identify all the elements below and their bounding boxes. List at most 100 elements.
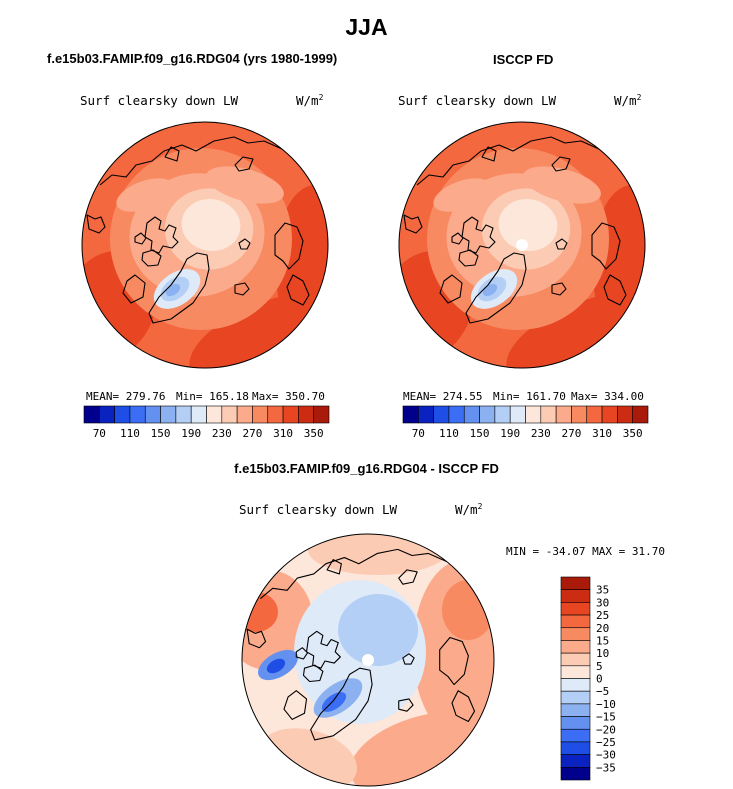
diff-coastline (302, 664, 324, 683)
obs-coastline (416, 136, 600, 186)
obs-coastline (439, 274, 463, 304)
diff-colorbar-tick-label: −30 (596, 749, 616, 762)
diff-variable-label: Surf clearsky down LW (239, 502, 398, 517)
obs-colorbar-tick-label: 150 (470, 427, 490, 440)
diff-units-label: W/m2 (455, 502, 483, 518)
diff-colorbar-tick-label: −10 (596, 698, 616, 711)
obs-map-boundary (398, 121, 646, 369)
model-colorbar-swatch (190, 405, 207, 424)
model-colorbar-tick-label: 150 (151, 427, 171, 440)
obs-colorbar-swatch (601, 405, 618, 424)
obs-polar-map (399, 122, 645, 368)
model-band-270 (206, 166, 284, 204)
model-panel-title: f.e15b03.FAMIP.f09_g16.RDG04 (yrs 1980-1… (47, 51, 338, 66)
model-colorbar-tick-label: 270 (243, 427, 263, 440)
diff-coastline (305, 630, 341, 669)
diff-colorbar-swatch (560, 627, 591, 641)
model-coastline (238, 238, 251, 250)
obs-band-270 (433, 178, 491, 212)
model-colorbar-swatch (236, 405, 253, 424)
obs-band-230 (498, 199, 558, 251)
model-colorbar-swatch (313, 405, 330, 424)
obs-coastline (458, 249, 479, 267)
model-colorbar: 70 110 150 190 230 270 310 350 (83, 405, 330, 440)
model-colorbar-swatch (83, 405, 100, 424)
diff-colorbar-swatch (560, 652, 591, 667)
obs-coastline (481, 146, 497, 162)
obs-coastline (603, 274, 627, 306)
obs-coastline (465, 252, 527, 324)
model-colorbar-swatch (252, 405, 269, 424)
diff-band-neg10-neg5 (338, 594, 418, 666)
obs-coastline (403, 214, 423, 234)
obs-colorbar-swatch (448, 405, 465, 424)
model-colorbar-swatch (298, 405, 314, 424)
diff-colorbar-tick-label: 35 (596, 584, 609, 597)
diff-colorbar-swatch (560, 728, 591, 743)
obs-colorbar-swatch (632, 405, 649, 424)
model-polar-map (82, 122, 328, 368)
diff-coastline (260, 548, 448, 599)
obs-colorbar-tick-label: 190 (500, 427, 520, 440)
model-colorbar-swatch (160, 405, 177, 424)
model-colorbar-tick-label: 70 (93, 427, 106, 440)
obs-pole-missing (516, 239, 528, 251)
diff-colorbar-tick-label: 20 (596, 622, 609, 635)
model-colorbar-swatch (282, 405, 299, 424)
diff-minmax-label: MIN = -34.07 MAX = 31.70 (506, 545, 665, 558)
page-title: JJA (345, 14, 388, 40)
diff-colorbar-swatch (560, 589, 591, 603)
model-colorbar-swatch (114, 405, 131, 424)
model-variable-label: Surf clearsky down LW (80, 93, 239, 108)
model-coastline (99, 136, 283, 186)
obs-coastline (461, 216, 496, 254)
diff-colorbar-swatch (560, 754, 591, 768)
obs-mean-stat: MEAN= 274.55 (403, 390, 483, 403)
model-band-270 (116, 178, 174, 212)
diff-colorbar-swatch (560, 614, 591, 629)
diff-colorbar-tick-label: −25 (596, 736, 616, 749)
obs-colorbar-tick-label: 70 (412, 427, 425, 440)
obs-variable-label: Surf clearsky down LW (398, 93, 557, 108)
obs-colorbar-swatch (555, 405, 572, 424)
diff-band-15-20 (442, 580, 494, 640)
diff-colorbar-swatch (560, 678, 591, 692)
obs-colorbar-swatch (525, 405, 542, 424)
obs-colorbar-swatch (463, 405, 480, 424)
model-colorbar-tick-label: 110 (120, 427, 140, 440)
model-map-boundary (81, 121, 329, 369)
diff-colorbar-tick-label: 10 (596, 647, 609, 660)
model-coastline (134, 232, 147, 245)
obs-colorbar: 70 110 150 190 230 270 310 350 (402, 405, 649, 440)
model-colorbar-tick-label: 230 (212, 427, 232, 440)
model-colorbar-swatch (206, 405, 223, 424)
diff-polar-map (242, 534, 494, 786)
obs-colorbar-swatch (571, 405, 588, 424)
model-coastline (286, 274, 310, 306)
obs-coastline (555, 238, 568, 250)
diff-colorbar-swatch (560, 690, 591, 705)
model-coastline (86, 214, 106, 234)
model-colorbar-swatch (175, 405, 192, 424)
diff-colorbar-swatch (560, 602, 591, 616)
obs-colorbar-tick-label: 350 (623, 427, 643, 440)
diff-coastline (398, 569, 418, 585)
model-coastline (141, 249, 162, 267)
diff-coastline (326, 559, 342, 575)
diff-colorbar-tick-label: 25 (596, 609, 609, 622)
diff-colorbar-swatch (560, 741, 591, 755)
obs-colorbar-swatch (586, 405, 603, 424)
model-coastline (234, 156, 254, 172)
diff-coastline (283, 690, 308, 720)
diff-colorbar-swatch (560, 576, 591, 590)
model-min-stat: Min= 165.18 (176, 390, 249, 403)
diff-colorbar-tick-label: −20 (596, 723, 616, 736)
model-colorbar-swatch (99, 405, 115, 424)
diff-colorbar-tick-label: 5 (596, 660, 603, 673)
model-max-stat: Max= 350.70 (252, 390, 325, 403)
diff-coastline (398, 698, 414, 712)
obs-band-270 (523, 166, 601, 204)
diff-pole-missing (362, 654, 374, 666)
obs-colorbar-swatch (402, 405, 419, 424)
obs-panel-title: ISCCP FD (493, 52, 554, 67)
